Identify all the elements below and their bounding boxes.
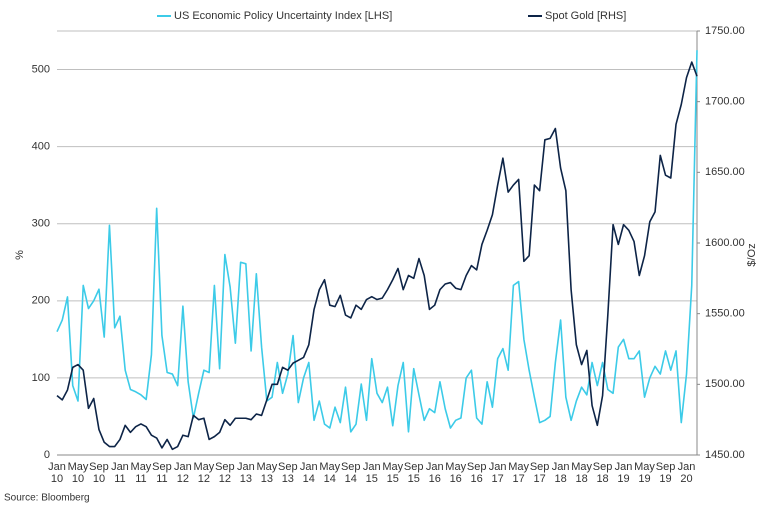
x-tick-label: Jan 11 (111, 461, 129, 485)
y2-tick-label: 1500.00 (705, 378, 745, 390)
x-tick-label: Sep 18 (593, 461, 613, 485)
y2-tick-label: 1550.00 (705, 308, 745, 320)
y2-tick-label: 1700.00 (705, 96, 745, 108)
y2-tick-label: 1750.00 (705, 25, 745, 37)
legend-item: Spot Gold [RHS] (528, 10, 626, 22)
x-tick-label: Jan 12 (174, 461, 192, 485)
x-tick-label: Sep 11 (152, 461, 172, 485)
x-tick-label: May 19 (634, 461, 655, 485)
y2-tick-label: 1650.00 (705, 166, 745, 178)
x-tick-label: May 15 (382, 461, 403, 485)
y2-axis-title: $/Oz (746, 243, 758, 266)
y-tick-label: 200 (32, 295, 50, 307)
x-tick-label: Sep 12 (215, 461, 235, 485)
legend-item: US Economic Policy Uncertainty Index [LH… (157, 10, 392, 22)
x-tick-label: Jan 19 (615, 461, 633, 485)
x-tick-label: May 16 (445, 461, 466, 485)
source-note: Source: Bloomberg (4, 493, 90, 504)
y2-tick-label: 1600.00 (705, 237, 745, 249)
x-tick-label: Jan 20 (678, 461, 696, 485)
legend-label: Spot Gold [RHS] (545, 10, 626, 22)
x-tick-label: Jan 13 (237, 461, 255, 485)
y-tick-label: 300 (32, 218, 50, 230)
x-tick-label: May 12 (193, 461, 214, 485)
x-tick-label: Jan 14 (300, 461, 318, 485)
x-tick-label: Sep 17 (530, 461, 550, 485)
legend-label: US Economic Policy Uncertainty Index [LH… (174, 10, 392, 22)
y-tick-label: 100 (32, 372, 50, 384)
x-tick-label: Sep 10 (89, 461, 109, 485)
series-line (56, 61, 698, 451)
x-tick-label: May 13 (256, 461, 277, 485)
y-tick-label: 500 (32, 63, 50, 75)
x-tick-label: May 17 (508, 461, 529, 485)
y2-tick-label: 1450.00 (705, 449, 745, 461)
series-line (56, 50, 698, 433)
x-tick-label: May 18 (571, 461, 592, 485)
x-tick-label: Jan 17 (489, 461, 507, 485)
x-tick-label: Jan 18 (552, 461, 570, 485)
x-tick-label: May 14 (319, 461, 340, 485)
x-tick-label: Sep 14 (341, 461, 361, 485)
x-tick-label: May 10 (68, 461, 89, 485)
x-tick-label: Sep 15 (404, 461, 424, 485)
y-tick-label: 0 (44, 449, 50, 461)
y-axis-title: % (14, 250, 26, 260)
x-tick-label: Sep 19 (656, 461, 676, 485)
x-tick-label: Sep 13 (278, 461, 298, 485)
x-tick-label: Jan 10 (48, 461, 66, 485)
x-tick-label: Jan 15 (363, 461, 381, 485)
x-tick-label: May 11 (131, 461, 152, 485)
y-tick-label: 400 (32, 141, 50, 153)
x-tick-label: Sep 16 (467, 461, 487, 485)
x-tick-label: Jan 16 (426, 461, 444, 485)
